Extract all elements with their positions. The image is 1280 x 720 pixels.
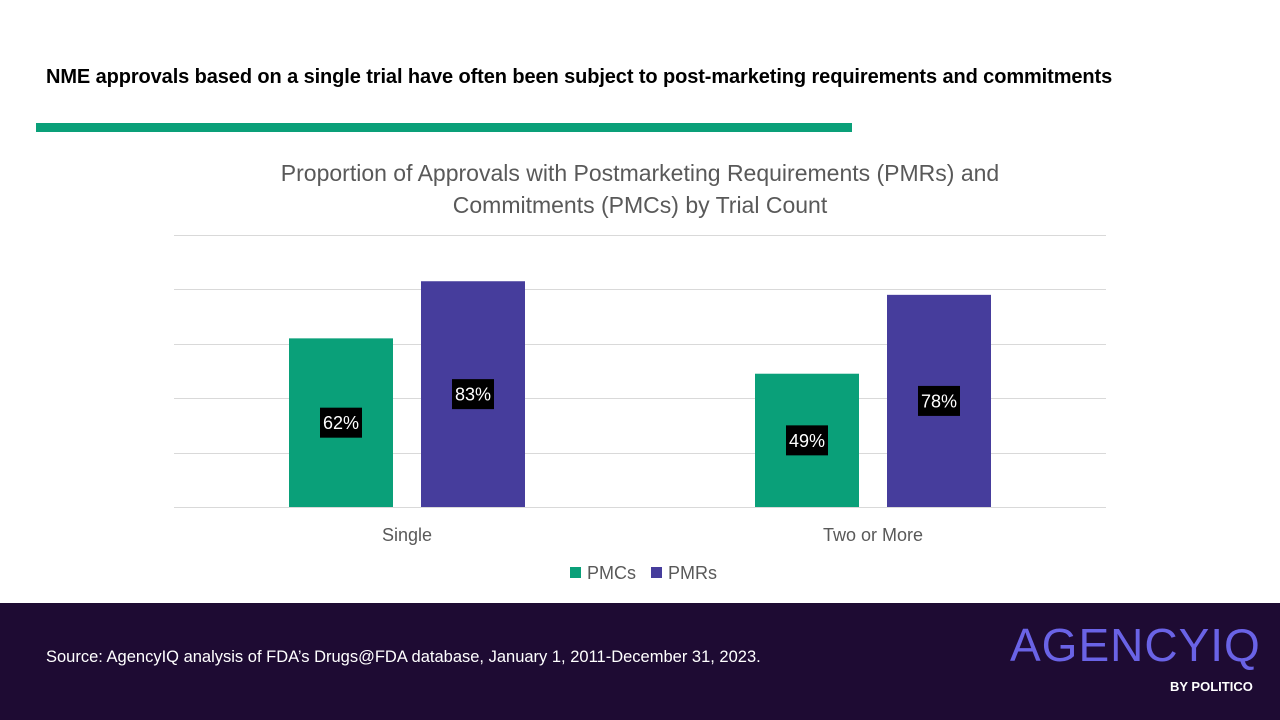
chart-title-line-2: Commitments (PMCs) by Trial Count bbox=[452, 192, 828, 218]
bar-chart: 62% 83% 49% 78% Single Two or More PMCs PMRs bbox=[174, 235, 1106, 583]
data-label: 49% bbox=[789, 431, 825, 451]
legend-label-pmrs: PMRs bbox=[668, 563, 717, 583]
data-label: 83% bbox=[455, 385, 491, 405]
source-note: Source: AgencyIQ analysis of FDA’s Drugs… bbox=[46, 648, 761, 666]
data-label-box bbox=[452, 379, 494, 410]
legend: PMCs PMRs bbox=[570, 563, 717, 583]
category-axis: Single Two or More bbox=[382, 525, 923, 545]
agencyiq-logo: AGENCYIQ bbox=[1010, 619, 1261, 671]
accent-rule bbox=[36, 123, 852, 132]
data-label: 62% bbox=[323, 413, 359, 433]
data-labels: 62% 83% 49% 78% bbox=[320, 379, 960, 456]
footer-bar bbox=[0, 603, 1280, 720]
chart-title-line-1: Proportion of Approvals with Postmarketi… bbox=[280, 160, 1000, 186]
data-label-box bbox=[320, 407, 362, 438]
category-label: Two or More bbox=[823, 525, 923, 545]
bars bbox=[289, 281, 991, 507]
legend-label-pmcs: PMCs bbox=[587, 563, 636, 583]
category-label: Single bbox=[382, 525, 432, 545]
data-label-box bbox=[918, 385, 960, 416]
legend-swatch-pmrs bbox=[651, 567, 662, 578]
headline: NME approvals based on a single trial ha… bbox=[46, 66, 1113, 88]
chart-title: Proportion of Approvals with Postmarketi… bbox=[174, 157, 1106, 221]
logo-byline: BY POLITICO bbox=[1170, 679, 1253, 694]
data-label: 78% bbox=[921, 391, 957, 411]
legend-swatch-pmcs bbox=[570, 567, 581, 578]
data-label-box bbox=[786, 425, 828, 456]
